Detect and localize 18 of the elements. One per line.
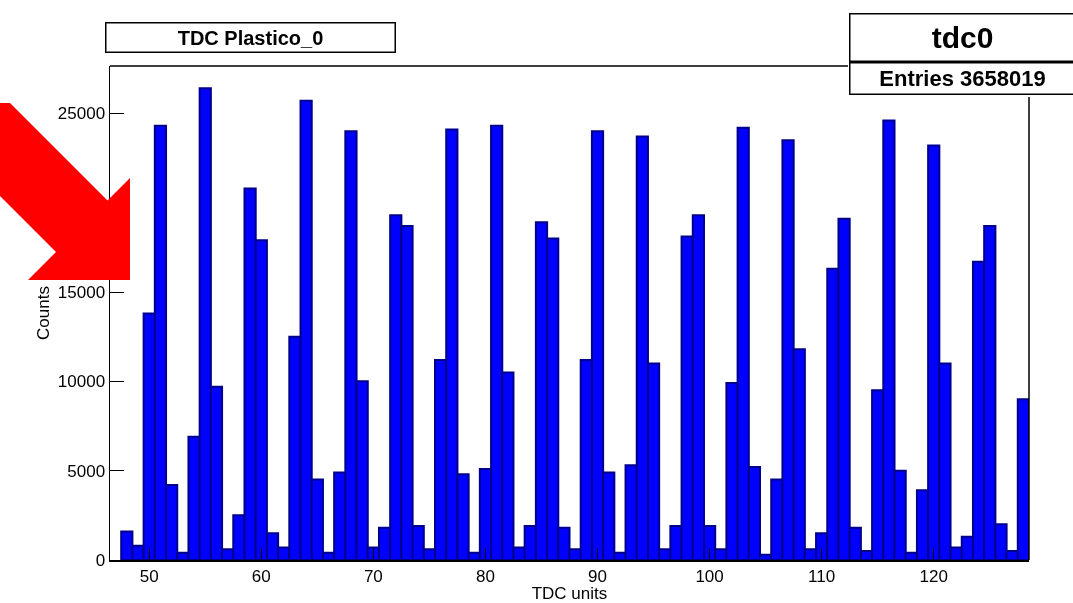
- y-axis-title: Counts: [33, 286, 53, 340]
- y-tick-label: 15000: [57, 282, 106, 302]
- x-tick-label: 90: [588, 566, 607, 586]
- y-tick-label: 0: [95, 550, 106, 570]
- chart-title: TDC Plastico_0: [177, 26, 324, 49]
- y-tick-label: 5000: [67, 461, 106, 481]
- x-tick-label: 70: [363, 566, 383, 586]
- x-tick-label: 120: [919, 566, 948, 586]
- x-axis-title: TDC units: [531, 584, 608, 603]
- annotation: Entries 3658019: [879, 66, 1046, 91]
- x-tick-label: 100: [695, 566, 724, 586]
- text: tdc0: [931, 21, 994, 54]
- x-tick-label: 60: [251, 566, 271, 586]
- y-tick-label: 10000: [57, 372, 106, 392]
- x-tick-label: 80: [475, 566, 495, 586]
- x-tick-label: 50: [139, 566, 159, 586]
- y-tick-label: 25000: [57, 104, 106, 124]
- x-tick-label: 110: [808, 566, 836, 586]
